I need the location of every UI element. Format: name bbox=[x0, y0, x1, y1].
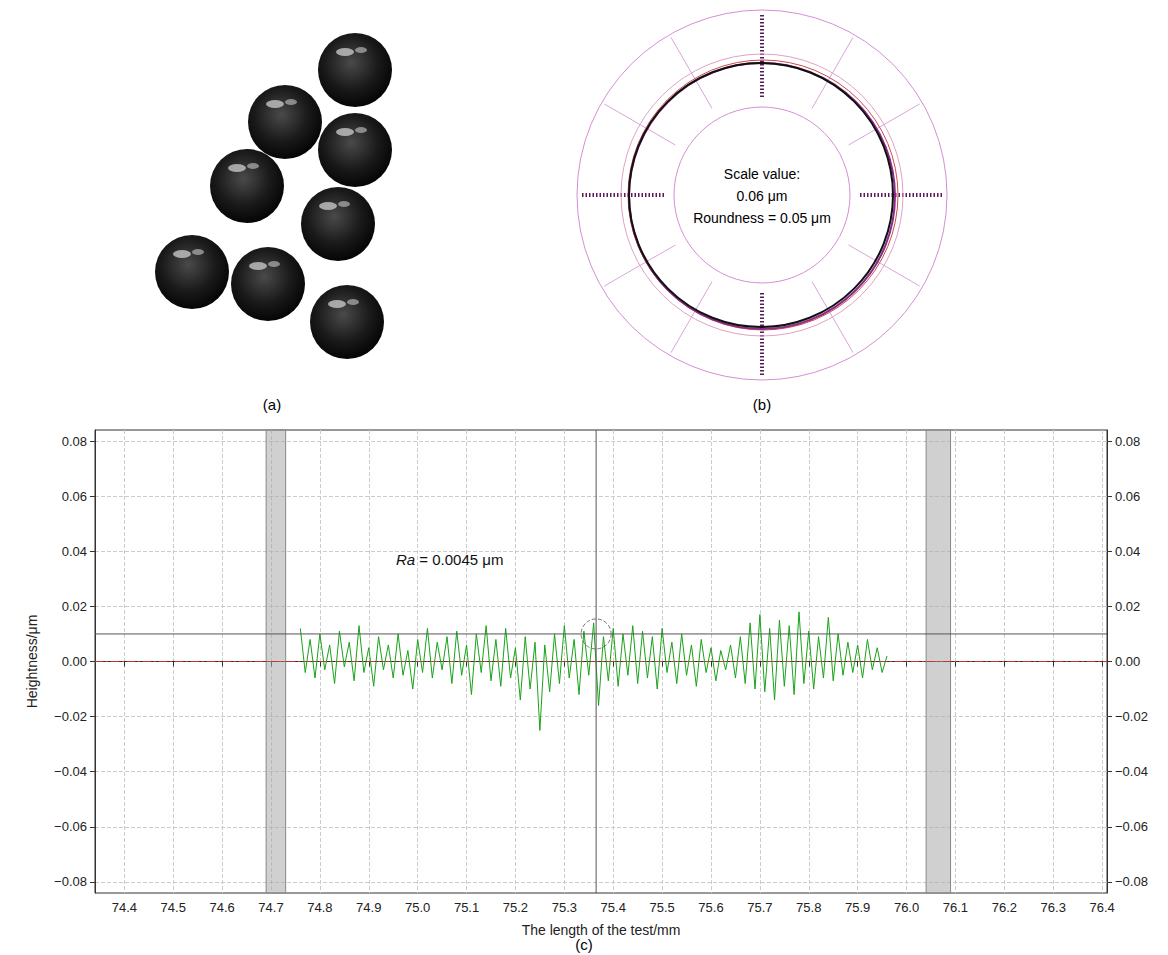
svg-text:74.7: 74.7 bbox=[258, 900, 283, 915]
svg-text:0.08: 0.08 bbox=[62, 434, 87, 449]
svg-text:74.9: 74.9 bbox=[356, 900, 381, 915]
svg-text:−0.08: −0.08 bbox=[1115, 874, 1148, 889]
svg-text:74.4: 74.4 bbox=[112, 900, 137, 915]
svg-text:75.1: 75.1 bbox=[454, 900, 479, 915]
svg-text:74.5: 74.5 bbox=[161, 900, 186, 915]
svg-text:75.8: 75.8 bbox=[796, 900, 821, 915]
svg-text:0.04: 0.04 bbox=[1115, 544, 1140, 559]
svg-text:(b): (b) bbox=[753, 396, 771, 413]
svg-text:−0.06: −0.06 bbox=[1115, 819, 1148, 834]
svg-text:0.08: 0.08 bbox=[1115, 434, 1140, 449]
svg-text:76.3: 76.3 bbox=[1041, 900, 1066, 915]
svg-text:76.2: 76.2 bbox=[992, 900, 1017, 915]
svg-text:0.00: 0.00 bbox=[62, 654, 87, 669]
svg-text:−0.08: −0.08 bbox=[54, 874, 87, 889]
svg-text:76.1: 76.1 bbox=[943, 900, 968, 915]
svg-text:75.9: 75.9 bbox=[845, 900, 870, 915]
svg-text:0.04: 0.04 bbox=[62, 544, 87, 559]
svg-text:75.6: 75.6 bbox=[698, 900, 723, 915]
svg-text:75.2: 75.2 bbox=[503, 900, 528, 915]
svg-text:0.02: 0.02 bbox=[1115, 599, 1140, 614]
svg-text:Ra: Ra bbox=[396, 551, 415, 568]
svg-text:The length of the test/mm: The length of the test/mm bbox=[522, 922, 681, 938]
svg-text:0.06: 0.06 bbox=[62, 489, 87, 504]
svg-text:−0.02: −0.02 bbox=[54, 709, 87, 724]
svg-text:= 0.0045 μm: = 0.0045 μm bbox=[415, 551, 503, 568]
svg-text:Heightness/μm: Heightness/μm bbox=[24, 615, 40, 709]
svg-text:0.06: 0.06 bbox=[1115, 489, 1140, 504]
svg-text:0.02: 0.02 bbox=[62, 599, 87, 614]
svg-text:75.4: 75.4 bbox=[601, 900, 626, 915]
svg-text:74.8: 74.8 bbox=[307, 900, 332, 915]
svg-text:−0.04: −0.04 bbox=[1115, 764, 1148, 779]
svg-text:75.3: 75.3 bbox=[552, 900, 577, 915]
svg-text:Roundness = 0.05 μm: Roundness = 0.05 μm bbox=[693, 210, 831, 226]
svg-text:0.06 μm: 0.06 μm bbox=[737, 188, 788, 204]
svg-text:76.0: 76.0 bbox=[894, 900, 919, 915]
svg-text:−0.04: −0.04 bbox=[54, 764, 87, 779]
svg-text:75.0: 75.0 bbox=[405, 900, 430, 915]
svg-text:75.5: 75.5 bbox=[649, 900, 674, 915]
svg-text:−0.02: −0.02 bbox=[1115, 709, 1148, 724]
svg-text:76.4: 76.4 bbox=[1089, 900, 1114, 915]
svg-text:−0.06: −0.06 bbox=[54, 819, 87, 834]
svg-text:(c): (c) bbox=[575, 936, 593, 953]
svg-text:0.00: 0.00 bbox=[1115, 654, 1140, 669]
svg-text:75.7: 75.7 bbox=[747, 900, 772, 915]
svg-text:Scale value:: Scale value: bbox=[724, 166, 800, 182]
svg-text:74.6: 74.6 bbox=[209, 900, 234, 915]
svg-text:(a): (a) bbox=[263, 396, 281, 413]
